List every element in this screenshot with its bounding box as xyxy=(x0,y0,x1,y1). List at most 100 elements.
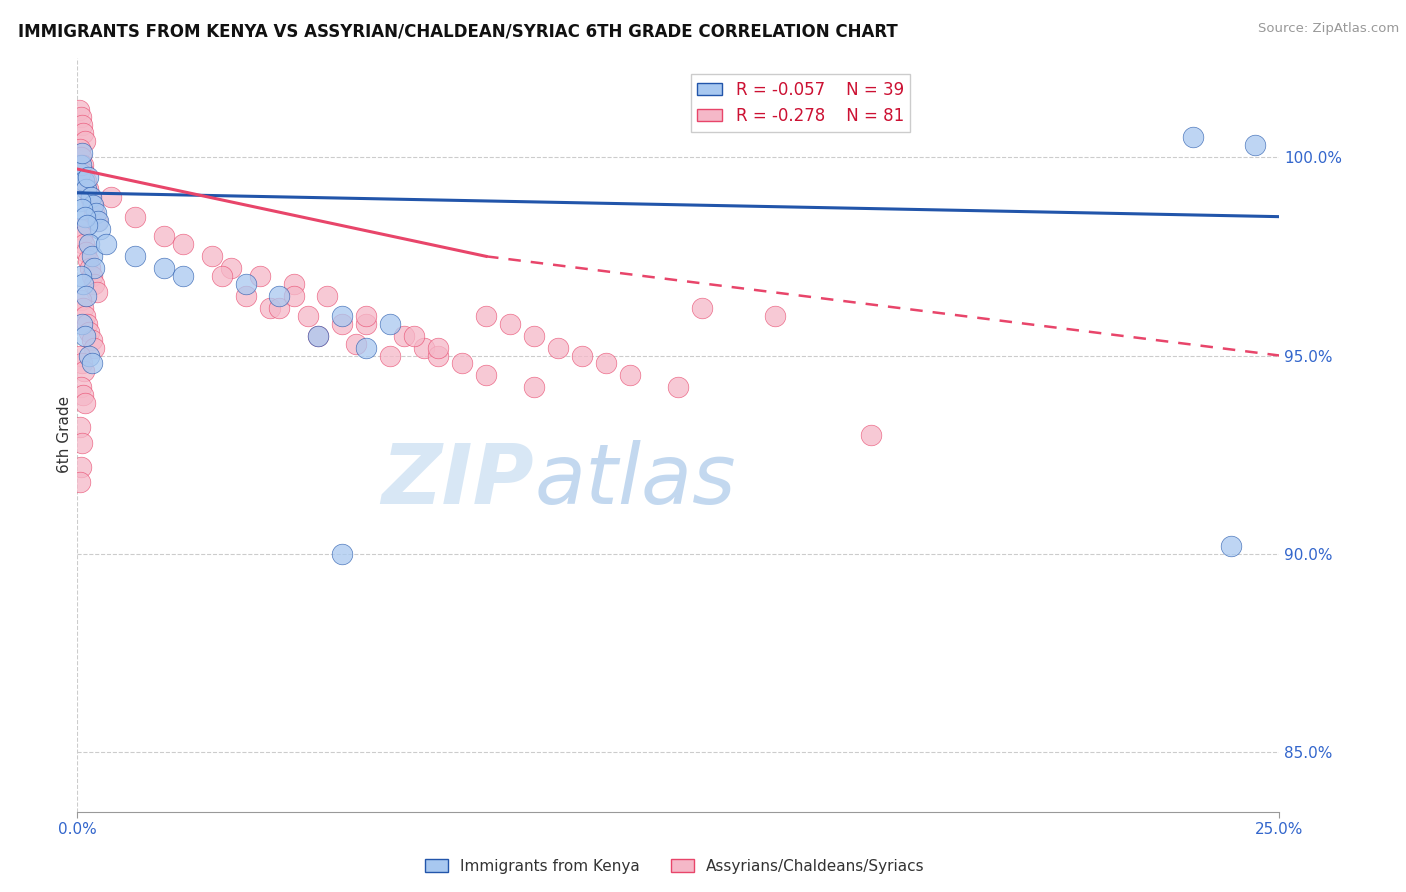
Point xyxy=(80,190,103,204)
Point xyxy=(70,380,93,394)
Point xyxy=(330,309,353,323)
Point xyxy=(69,420,91,434)
Point xyxy=(499,317,522,331)
Point xyxy=(79,325,101,339)
Point xyxy=(83,205,105,219)
Point xyxy=(354,317,377,331)
Point xyxy=(344,336,367,351)
Point xyxy=(79,349,101,363)
Point xyxy=(72,277,94,291)
Point xyxy=(427,341,450,355)
Point xyxy=(378,317,401,331)
Point xyxy=(269,289,291,303)
Point xyxy=(70,150,93,164)
Point xyxy=(69,158,91,172)
Point xyxy=(571,349,593,363)
Point xyxy=(153,261,176,276)
Point xyxy=(70,146,93,161)
Point xyxy=(76,218,98,232)
Point xyxy=(76,317,98,331)
Point xyxy=(172,237,194,252)
Point xyxy=(330,547,353,561)
Point xyxy=(77,182,100,196)
Point xyxy=(219,261,242,276)
Point xyxy=(153,229,176,244)
Point xyxy=(1181,130,1204,145)
Point xyxy=(297,309,319,323)
Point xyxy=(172,269,194,284)
Point xyxy=(80,269,103,284)
Point xyxy=(124,249,146,263)
Point xyxy=(859,427,882,442)
Point xyxy=(69,194,91,208)
Point xyxy=(70,229,93,244)
Point xyxy=(668,380,690,394)
Point xyxy=(80,249,103,263)
Point xyxy=(73,134,96,148)
Point xyxy=(75,245,97,260)
Point xyxy=(69,111,91,125)
Point xyxy=(75,182,97,196)
Point xyxy=(79,237,101,252)
Point xyxy=(412,341,434,355)
Point xyxy=(83,261,105,276)
Point xyxy=(70,269,93,284)
Point xyxy=(692,301,714,315)
Point xyxy=(77,169,100,184)
Point xyxy=(77,253,100,268)
Point xyxy=(475,309,498,323)
Point xyxy=(79,190,101,204)
Point xyxy=(69,221,91,235)
Point xyxy=(70,119,93,133)
Point xyxy=(69,349,91,363)
Point xyxy=(72,174,94,188)
Text: Source: ZipAtlas.com: Source: ZipAtlas.com xyxy=(1258,22,1399,36)
Point xyxy=(72,126,94,140)
Point xyxy=(475,368,498,383)
Point xyxy=(72,158,94,172)
Point xyxy=(619,368,641,383)
Point xyxy=(547,341,569,355)
Point xyxy=(354,309,377,323)
Point xyxy=(84,205,107,219)
Point xyxy=(69,142,91,156)
Point xyxy=(86,213,108,227)
Point xyxy=(211,269,233,284)
Point xyxy=(80,356,103,370)
Point xyxy=(354,341,377,355)
Point xyxy=(523,328,546,343)
Text: ZIP: ZIP xyxy=(381,440,534,521)
Point xyxy=(1244,138,1267,153)
Point xyxy=(72,388,94,402)
Point xyxy=(100,190,122,204)
Point xyxy=(283,277,305,291)
Point xyxy=(124,210,146,224)
Point xyxy=(73,210,96,224)
Point xyxy=(86,285,108,299)
Point xyxy=(70,293,93,307)
Point xyxy=(73,396,96,410)
Text: IMMIGRANTS FROM KENYA VS ASSYRIAN/CHALDEAN/SYRIAC 6TH GRADE CORRELATION CHART: IMMIGRANTS FROM KENYA VS ASSYRIAN/CHALDE… xyxy=(18,22,898,40)
Legend: Immigrants from Kenya, Assyrians/Chaldeans/Syriacs: Immigrants from Kenya, Assyrians/Chaldea… xyxy=(419,853,931,880)
Point xyxy=(73,166,96,180)
Point xyxy=(249,269,271,284)
Point xyxy=(82,198,104,212)
Text: atlas: atlas xyxy=(534,440,735,521)
Point xyxy=(69,475,91,490)
Point xyxy=(69,459,91,474)
Point xyxy=(73,328,96,343)
Point xyxy=(79,261,101,276)
Point xyxy=(70,317,93,331)
Y-axis label: 6th Grade: 6th Grade xyxy=(56,396,72,474)
Point xyxy=(73,237,96,252)
Point xyxy=(72,301,94,315)
Point xyxy=(83,341,105,355)
Point xyxy=(595,356,617,370)
Point xyxy=(763,309,786,323)
Point xyxy=(394,328,416,343)
Point xyxy=(96,237,118,252)
Point xyxy=(75,289,97,303)
Point xyxy=(316,289,339,303)
Point xyxy=(451,356,474,370)
Point xyxy=(307,328,329,343)
